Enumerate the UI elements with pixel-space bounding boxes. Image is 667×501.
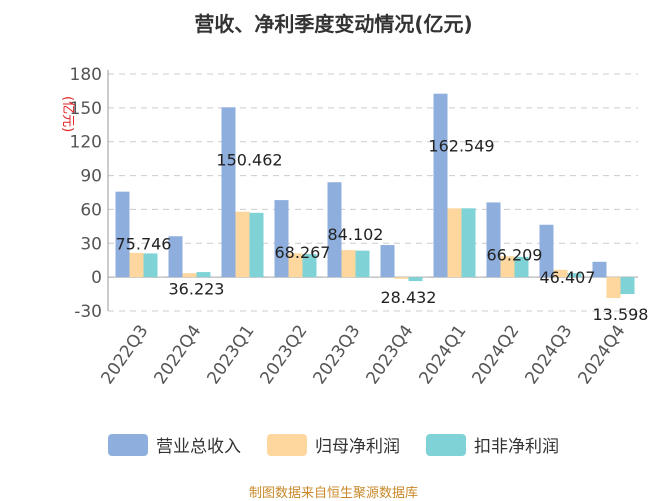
source-note: 制图数据来自恒生聚源数据库 [248, 486, 418, 501]
x-tick-label: 2024Q2 [469, 321, 524, 388]
x-tick-label: 2022Q4 [151, 321, 206, 388]
chart-title: 营收、净利季度变动情况(亿元) [194, 12, 473, 36]
data-label: 68.267 [275, 243, 331, 262]
bar-0-2023Q2 [274, 200, 289, 278]
bar-1-2024Q1 [447, 208, 462, 278]
x-tick-label: 2024Q1 [416, 321, 471, 388]
bars-layer [115, 93, 635, 299]
legend: 营业总收入 归母净利润 扣非净利润 [0, 432, 667, 457]
bar-1-2022Q3 [129, 252, 144, 278]
legend-label: 营业总收入 [156, 437, 241, 457]
bar-2-2022Q4 [196, 272, 211, 278]
bar-1-2023Q1 [235, 211, 250, 278]
bar-2-2023Q2 [302, 254, 317, 278]
y-tick-label: 30 [80, 234, 102, 254]
y-tick-label: -30 [74, 302, 102, 322]
data-label: 13.598 [593, 305, 649, 324]
bar-2-2024Q1 [461, 208, 476, 278]
bar-1-2024Q2 [500, 256, 515, 278]
data-label: 150.462 [216, 150, 282, 169]
bar-0-2023Q4 [380, 245, 395, 278]
bar-1-2024Q4 [606, 277, 621, 299]
bar-1-2022Q4 [182, 273, 197, 278]
data-label: 84.102 [328, 225, 384, 244]
bar-0-2024Q1 [433, 93, 448, 278]
bar-1-2023Q3 [341, 250, 356, 278]
bar-2-2023Q1 [249, 212, 264, 278]
y-tick-label: 90 [80, 167, 102, 187]
bar-2-2024Q4 [620, 277, 635, 295]
bar-0-2023Q1 [221, 107, 236, 278]
x-tick-label: 2023Q4 [363, 321, 418, 388]
y-tick-label: 180 [70, 65, 102, 85]
x-tick-label: 2022Q3 [98, 321, 153, 388]
y-tick-label: 60 [80, 200, 102, 220]
bar-2-2024Q2 [514, 256, 529, 278]
legend-label: 扣非净利润 [474, 437, 559, 457]
legend-swatch [426, 433, 466, 456]
bar-0-2022Q3 [115, 191, 130, 278]
x-tick-label: 2023Q3 [310, 321, 365, 388]
bar-0-2024Q3 [539, 224, 554, 278]
data-label: 46.407 [540, 268, 596, 287]
y-tick-label: 150 [70, 99, 102, 119]
bar-2-2022Q3 [143, 253, 158, 278]
legend-swatch [108, 433, 148, 456]
bar-2-2023Q4 [408, 277, 423, 282]
data-label: 28.432 [381, 288, 437, 307]
data-label: 162.549 [428, 137, 494, 156]
legend-label: 归母净利润 [315, 437, 400, 457]
legend-item-0[interactable]: 营业总收入 [108, 432, 241, 457]
x-tick-label: 2023Q1 [204, 321, 259, 388]
bar-0-2024Q2 [486, 202, 501, 278]
bar-1-2023Q4 [394, 277, 409, 279]
bar-chart: -30 0 30 60 90 120 150 180 75.746 2022Q3 36.223 202… [60, 65, 649, 388]
bar-2-2024Q3 [567, 273, 582, 278]
y-tick-label: 0 [91, 268, 102, 288]
x-tick-label: 2024Q4 [575, 321, 630, 388]
data-label: 75.746 [116, 235, 172, 254]
bar-2-2023Q3 [355, 250, 370, 278]
bar-0-2024Q4 [592, 261, 607, 278]
legend-swatch [267, 433, 307, 456]
bar-0-2023Q3 [327, 182, 342, 278]
legend-item-2[interactable]: 扣非净利润 [426, 432, 559, 457]
x-tick-label: 2023Q2 [257, 321, 312, 388]
labels-layer: -30 0 30 60 90 120 150 180 75.746 2022Q3 36.223 202… [70, 65, 649, 388]
bar-0-2022Q4 [168, 236, 183, 278]
legend-item-1[interactable]: 归母净利润 [267, 432, 400, 457]
bar-1-2024Q3 [553, 269, 568, 278]
data-label: 36.223 [169, 279, 225, 298]
x-tick-label: 2024Q3 [522, 321, 577, 388]
data-label: 66.209 [487, 245, 543, 264]
y-tick-label: 120 [70, 133, 102, 153]
y-axis-label: (亿元) [60, 96, 75, 132]
bar-1-2023Q2 [288, 253, 303, 278]
